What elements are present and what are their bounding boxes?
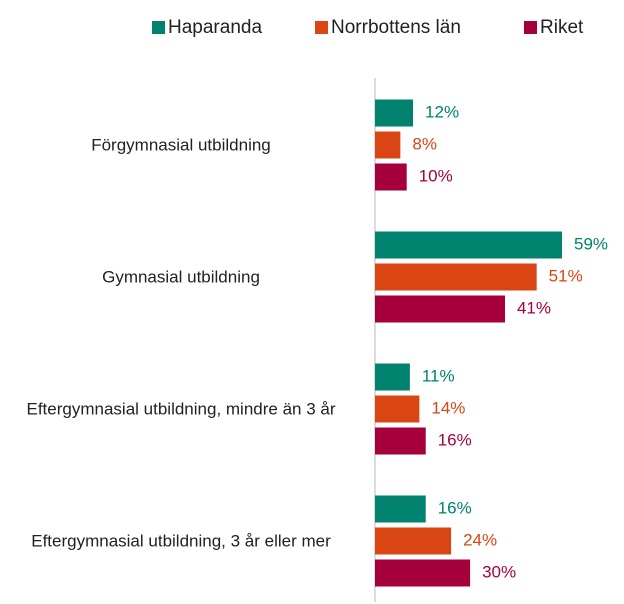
legend-label: Haparanda	[168, 17, 262, 38]
bar	[375, 163, 407, 191]
value-label: 59%	[574, 234, 608, 253]
category-label: Gymnasial utbildning	[102, 267, 260, 287]
bar	[375, 263, 537, 291]
value-label: 16%	[438, 430, 472, 449]
bar	[375, 527, 452, 555]
value-label: 41%	[517, 298, 551, 317]
value-label: 10%	[419, 166, 453, 185]
bar	[375, 395, 420, 423]
value-label: 8%	[412, 134, 437, 153]
legend-label: Riket	[540, 17, 584, 38]
value-label: 14%	[431, 398, 465, 417]
value-label: 24%	[463, 530, 497, 549]
category-label: Eftergymnasial utbildning, mindre än 3 å…	[26, 399, 336, 419]
category-label: Eftergymnasial utbildning, 3 år eller me…	[31, 531, 331, 551]
bar	[375, 99, 414, 127]
legend-swatch	[315, 21, 328, 34]
value-label: 16%	[438, 498, 472, 517]
value-label: 30%	[482, 562, 516, 581]
bar	[375, 427, 426, 455]
value-label: 11%	[422, 366, 455, 385]
legend-label: Norrbottens län	[331, 17, 461, 38]
bar	[375, 131, 401, 159]
bar	[375, 559, 471, 587]
bar	[375, 231, 563, 259]
legend-swatch	[152, 21, 165, 34]
value-label: 51%	[549, 266, 583, 285]
category-label: Förgymnasial utbildning	[91, 135, 271, 155]
bar	[375, 495, 426, 523]
bar	[375, 295, 505, 323]
legend-swatch	[524, 21, 537, 34]
value-label: 12%	[425, 102, 459, 121]
bar	[375, 363, 410, 391]
